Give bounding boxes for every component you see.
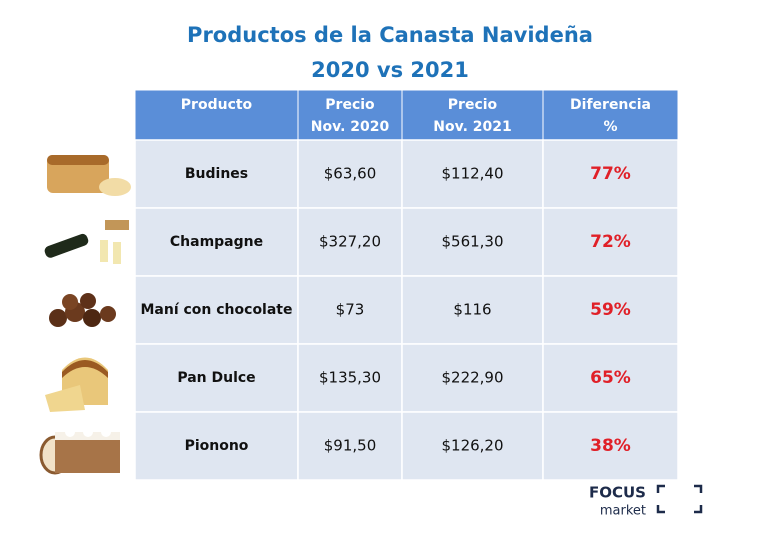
cell [401,207,544,277]
logo: FOCUS market [589,484,703,519]
difference: 72% [590,232,631,252]
price: $112,40 [441,165,503,183]
mani-image [49,293,116,327]
cell [542,343,679,413]
cell [134,139,299,209]
cell [542,207,679,277]
price: $73 [336,301,365,319]
cell [297,411,403,481]
champagne-image [44,220,129,264]
difference: 59% [590,300,631,320]
cell [134,411,299,481]
product-name: Maní con chocolate [140,302,292,318]
header-text: Nov. 2021 [433,119,511,135]
logo-tagline: market [600,504,646,519]
cell [401,139,544,209]
cell [134,275,299,345]
pionono-image [39,427,120,475]
header-cell [542,89,679,141]
price: $126,20 [441,437,503,455]
table: Producto Precio Nov. 2020 Precio Nov. 2021 Di… [134,89,679,481]
header-text: % [603,119,617,135]
subtitle: 2020 vs 2021 [311,58,469,82]
cell [401,411,544,481]
cell [134,343,299,413]
product-name: Champagne [170,234,263,250]
price: $222,90 [441,369,503,387]
product-name: Budines [185,166,248,182]
header-text: Producto [181,97,253,113]
header-text: Precio [448,97,498,113]
cell [542,139,679,209]
pan-dulce-image [45,357,108,412]
cell [401,343,544,413]
product-name: Pionono [185,438,249,454]
cell [297,207,403,277]
header-cell [401,89,544,141]
food-images [39,155,131,475]
header-cell [297,89,403,141]
price: $135,30 [319,369,381,387]
logo-brand: FOCUS [589,484,646,502]
header-text: Diferencia [570,97,651,113]
header-text: Precio [325,97,375,113]
cell [542,411,679,481]
price: $91,50 [324,437,377,455]
cell [542,275,679,345]
header-text: Nov. 2020 [311,119,390,135]
difference: 38% [590,436,631,456]
product-name: Pan Dulce [177,370,255,386]
cell [401,275,544,345]
difference: 77% [590,164,631,184]
price: $561,30 [441,233,503,251]
cell [297,343,403,413]
title: Productos de la Canasta Navideña [187,23,593,47]
difference: 65% [590,368,631,388]
price: $116 [453,301,491,319]
price: $63,60 [324,165,377,183]
cell [297,275,403,345]
cell [297,139,403,209]
budin-image [47,155,131,196]
price: $327,20 [319,233,381,251]
